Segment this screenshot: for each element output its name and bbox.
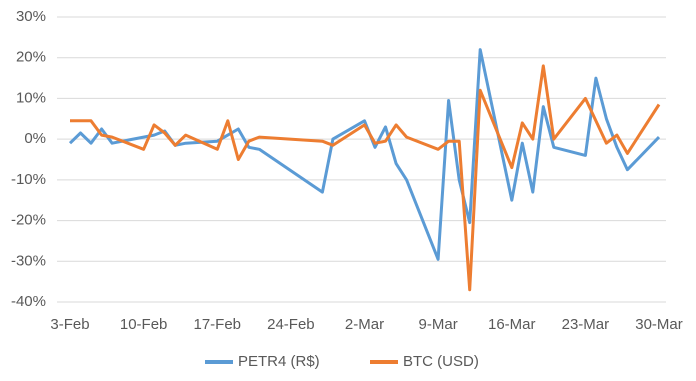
x-tick-label: 3-Feb xyxy=(50,316,89,333)
x-tick-label: 23-Mar xyxy=(562,316,610,333)
x-tick-label: 24-Feb xyxy=(267,316,315,333)
x-tick-label: 16-Mar xyxy=(488,316,536,333)
x-tick-label: 17-Feb xyxy=(193,316,241,333)
legend-label: PETR4 (R$) xyxy=(238,353,320,370)
data-line xyxy=(70,64,661,292)
x-tick-label: 30-Mar xyxy=(635,316,683,333)
x-tick-label: 2-Mar xyxy=(345,316,384,333)
y-tick-label: -40% xyxy=(11,293,46,310)
y-tick-label: -20% xyxy=(11,212,46,229)
y-tick-label: -10% xyxy=(11,171,46,188)
y-tick-label: 0% xyxy=(24,130,46,147)
y-tick-label: 20% xyxy=(16,49,46,66)
legend-label: BTC (USD) xyxy=(403,353,479,370)
y-tick-label: 10% xyxy=(16,89,46,106)
y-tick-label: 30% xyxy=(16,8,46,25)
y-tick-label: -30% xyxy=(11,252,46,269)
x-tick-label: 9-Mar xyxy=(419,316,458,333)
x-tick-label: 10-Feb xyxy=(120,316,168,333)
data-line xyxy=(68,48,661,261)
